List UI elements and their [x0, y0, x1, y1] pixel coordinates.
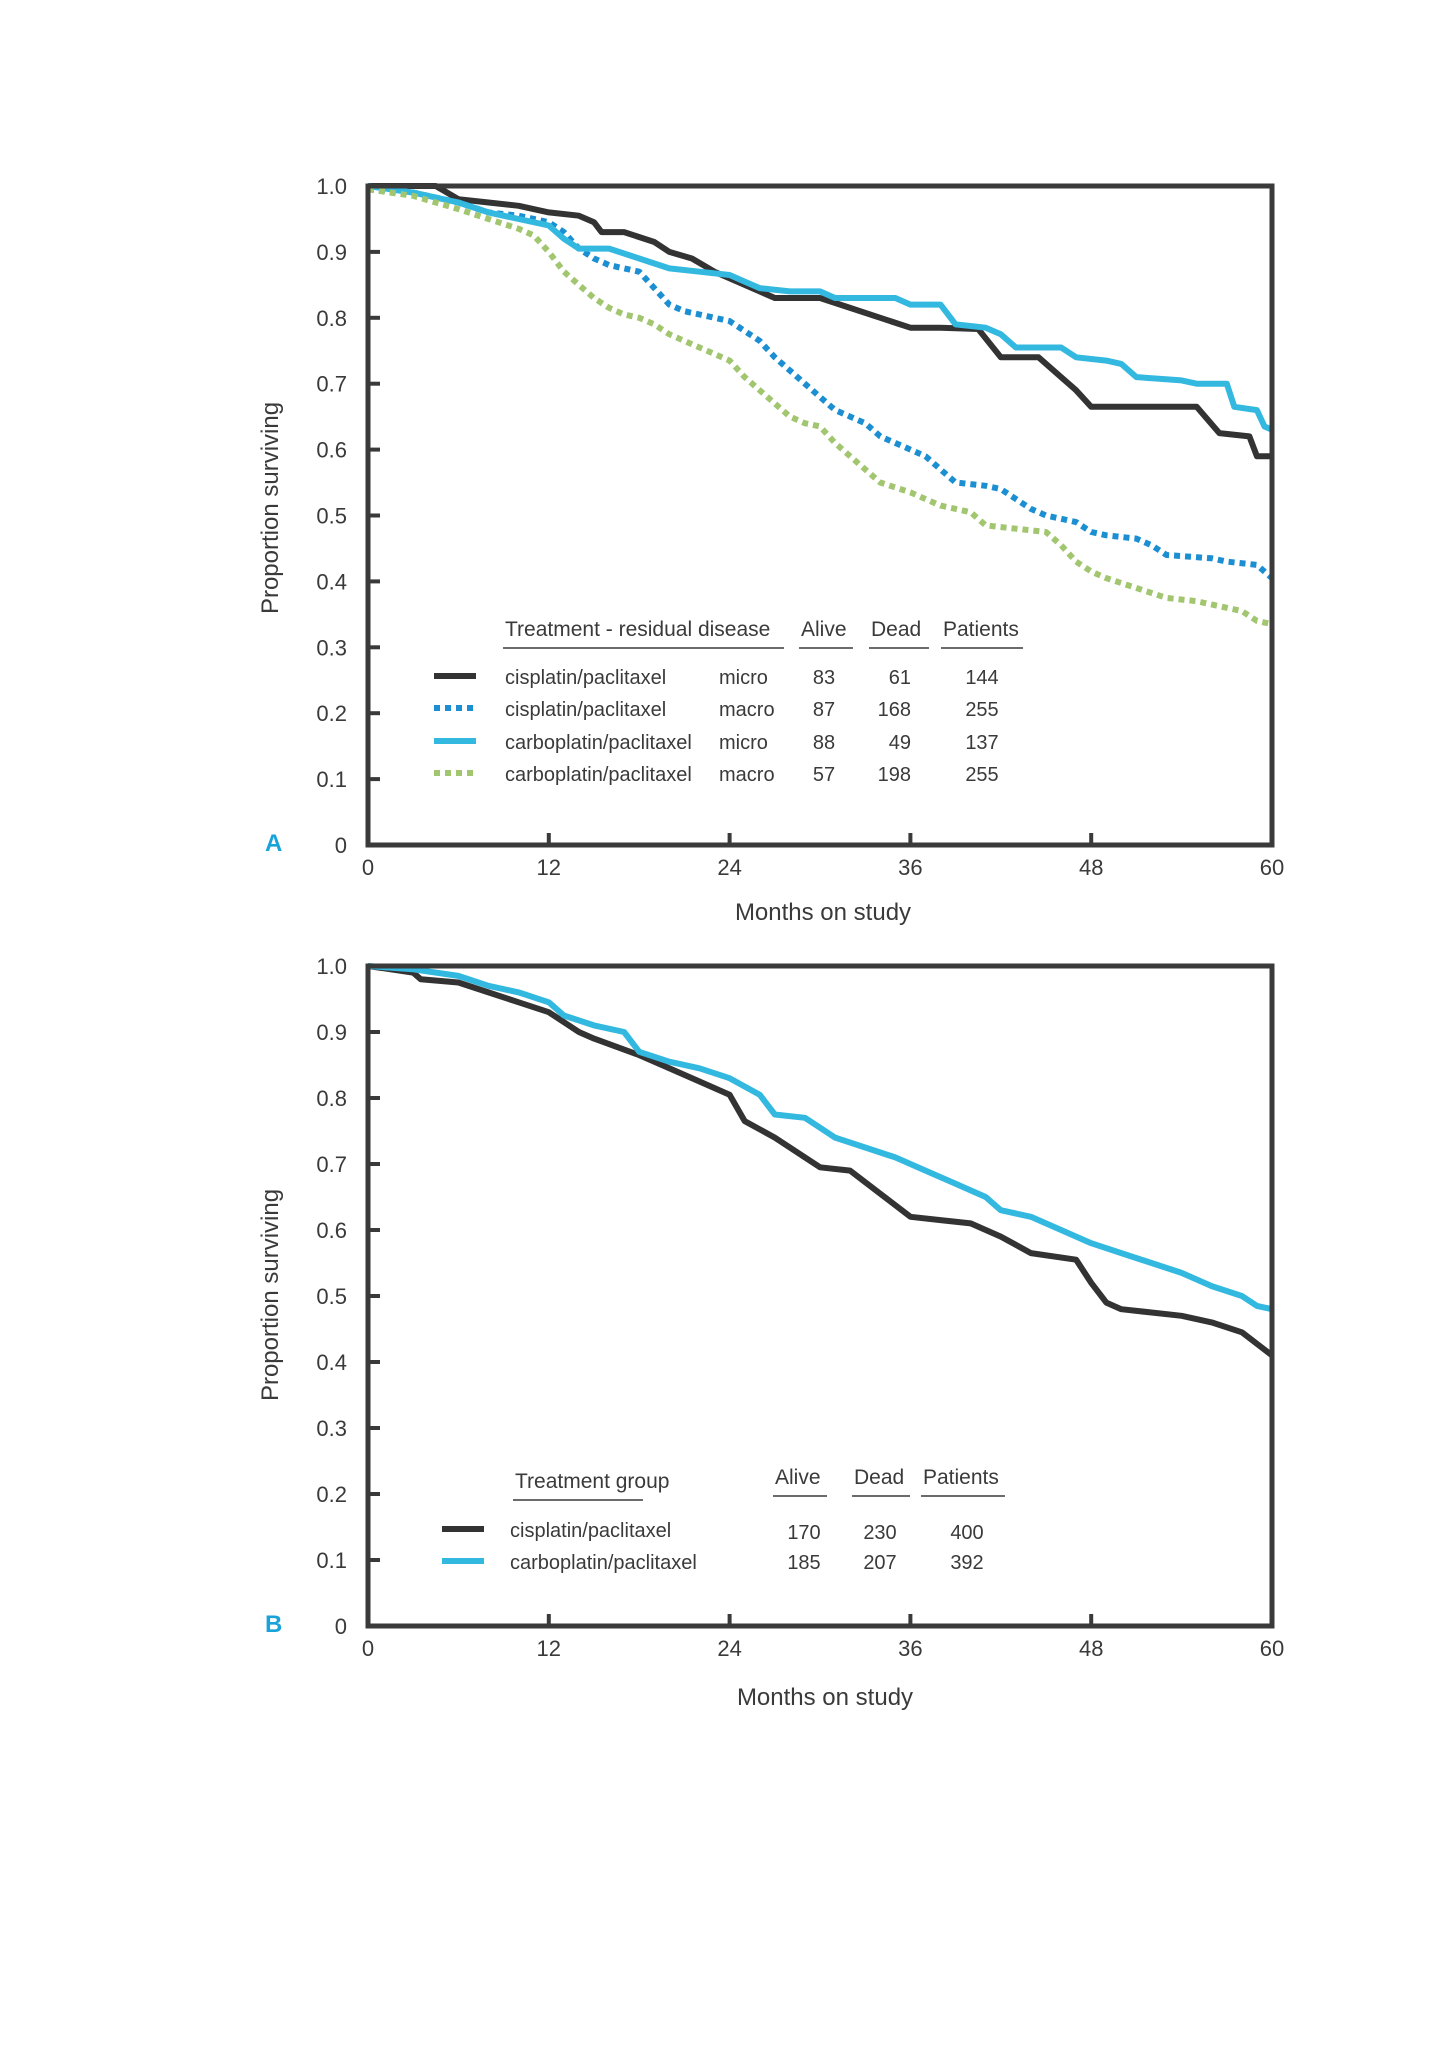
panel-b-plot-frame [365, 963, 1275, 1629]
legend-b-row-2-treatment: carboplatin/paclitaxel [510, 1552, 697, 1574]
legend-b-header-patients: Patients [923, 1466, 999, 1489]
legend-b-row-2-dead: 207 [863, 1552, 896, 1574]
legend-b-header-dead: Dead [854, 1466, 904, 1489]
panel-b-chart: 0 0.1 0.2 0.3 0.4 0.5 0.6 0.7 0.8 0.9 1.0 0 12 24 36 48… [257, 954, 1284, 1711]
panel-a-x-tick-label: 60 [1260, 855, 1284, 880]
legend-a-row-3-treatment: carboplatin/paclitaxel [505, 732, 692, 754]
panel-a-y-tick-label: 0.4 [316, 569, 347, 594]
panel-a-y-tick-label: 0.3 [316, 635, 347, 660]
panel-a-legend: Treatment - residual disease Alive Dead … [434, 618, 1023, 786]
legend-a-row-4-dead: 198 [878, 764, 911, 786]
panel-a-y-tick-label: 1.0 [316, 174, 347, 199]
panel-a-plot-frame [365, 183, 1275, 848]
legend-a-row-3-residual: micro [719, 732, 768, 754]
panel-a-series-group [367, 183, 1274, 628]
panel-a-letter: A [265, 830, 282, 857]
panel-b-y-tick-label: 0.2 [316, 1482, 347, 1507]
panel-a-series-line-4 [367, 186, 1273, 628]
panel-a-y-tick-label: 0.2 [316, 701, 347, 726]
legend-a-header-treatment: Treatment - residual disease [505, 618, 770, 641]
legend-b-row-2-alive: 185 [787, 1552, 820, 1574]
panel-b-y-tick-label: 0.7 [316, 1152, 347, 1177]
legend-b-row-2-patients: 392 [950, 1552, 983, 1574]
panel-b-x-axis-title: Months on study [737, 1684, 913, 1711]
panel-b-y-tick-label: 1.0 [316, 954, 347, 979]
legend-a-row-2-residual: macro [719, 699, 775, 721]
panel-a-x-tick-label: 48 [1079, 855, 1103, 880]
panel-a-x-axis-title: Months on study [735, 899, 911, 926]
legend-a-row-2-patients: 255 [965, 699, 998, 721]
panel-b-x-tick-label: 24 [717, 1636, 741, 1661]
panel-a-y-tick-label: 0.1 [316, 767, 347, 792]
legend-a-row-4-alive: 57 [813, 764, 835, 786]
legend-a-row-1-dead: 61 [889, 667, 911, 689]
legend-a-row-2-alive: 87 [813, 699, 835, 721]
panel-a-series-line-2 [367, 186, 1274, 581]
panel-b-y-tick-label: 0.1 [316, 1548, 347, 1573]
panel-b-series-line-2 [367, 963, 1273, 1313]
panel-a-y-tick-label: 0.5 [316, 504, 347, 529]
panel-b-y-tick-label: 0.4 [316, 1350, 347, 1375]
panel-b-x-tick-label: 48 [1079, 1636, 1103, 1661]
panel-a-y-tick-label: 0.6 [316, 438, 347, 463]
panel-a-x-tick-label: 0 [362, 855, 374, 880]
panel-b-letter: B [265, 1611, 282, 1638]
panel-b-y-tick-label: 0.6 [316, 1218, 347, 1243]
panel-a-series-line-1 [368, 183, 1272, 460]
panel-b-y-tick-label: 0.5 [316, 1284, 347, 1309]
panel-a-y-tick-label: 0.9 [316, 240, 347, 265]
legend-a-header-dead: Dead [871, 618, 921, 641]
legend-b-row-1-treatment: cisplatin/paclitaxel [510, 1520, 671, 1542]
legend-a-row-1-patients: 144 [965, 667, 998, 689]
panel-b-y-tick-label: 0.8 [316, 1086, 347, 1111]
legend-a-row-4-residual: macro [719, 764, 775, 786]
legend-a-row-3-dead: 49 [889, 732, 911, 754]
panel-b-x-tick-label: 36 [898, 1636, 922, 1661]
legend-a-header-alive: Alive [801, 618, 847, 641]
legend-a-row-4-treatment: carboplatin/paclitaxel [505, 764, 692, 786]
panel-b-y-tick-label: 0.9 [316, 1020, 347, 1045]
legend-a-header-patients: Patients [943, 618, 1019, 641]
legend-a-row-1-residual: micro [719, 667, 768, 689]
panel-a-x-tick-label: 12 [537, 855, 561, 880]
panel-b-y-axis-title: Proportion surviving [257, 1189, 284, 1401]
panel-a-x-tick-label: 36 [898, 855, 922, 880]
panel-b-y-tick-label: 0 [335, 1614, 347, 1639]
panel-b-x-tick-label: 12 [537, 1636, 561, 1661]
panel-b-x-tick-label: 60 [1260, 1636, 1284, 1661]
legend-b-row-1-dead: 230 [863, 1522, 896, 1544]
legend-b-header-treatment: Treatment group [515, 1470, 669, 1493]
legend-b-header-alive: Alive [775, 1466, 821, 1489]
legend-a-row-1-treatment: cisplatin/paclitaxel [505, 667, 666, 689]
legend-b-row-1-alive: 170 [787, 1522, 820, 1544]
panel-a-y-tick-label: 0.8 [316, 306, 347, 331]
panel-a-x-tick-label: 24 [717, 855, 741, 880]
legend-a-row-4-patients: 255 [965, 764, 998, 786]
panel-a-y-tick-label: 0 [335, 833, 347, 858]
panel-a-series-line-3 [367, 183, 1274, 433]
panel-b-series-group [367, 963, 1274, 1358]
panel-b-legend: Treatment group Alive Dead Patients cisp… [442, 1466, 1005, 1574]
panel-b-y-tick-label: 0.3 [316, 1416, 347, 1441]
panel-a-y-tick-label: 0.7 [316, 372, 347, 397]
panel-a-ticks-group: 0 0.1 0.2 0.3 0.4 0.5 0.6 0.7 0.8 0.9 1.0 0 12 24 36 48… [316, 174, 1284, 880]
legend-a-row-3-alive: 88 [813, 732, 835, 754]
legend-a-row-3-patients: 137 [965, 732, 998, 754]
panel-b-series-line-1 [367, 963, 1274, 1358]
legend-a-row-2-dead: 168 [878, 699, 911, 721]
panel-a-y-axis-title: Proportion surviving [257, 402, 284, 614]
legend-a-row-1-alive: 83 [813, 667, 835, 689]
panel-b-x-tick-label: 0 [362, 1636, 374, 1661]
panel-a-chart: 0 0.1 0.2 0.3 0.4 0.5 0.6 0.7 0.8 0.9 1.0 0 12 24 36 48… [257, 174, 1284, 926]
legend-b-row-1-patients: 400 [950, 1522, 983, 1544]
legend-a-row-2-treatment: cisplatin/paclitaxel [505, 699, 666, 721]
